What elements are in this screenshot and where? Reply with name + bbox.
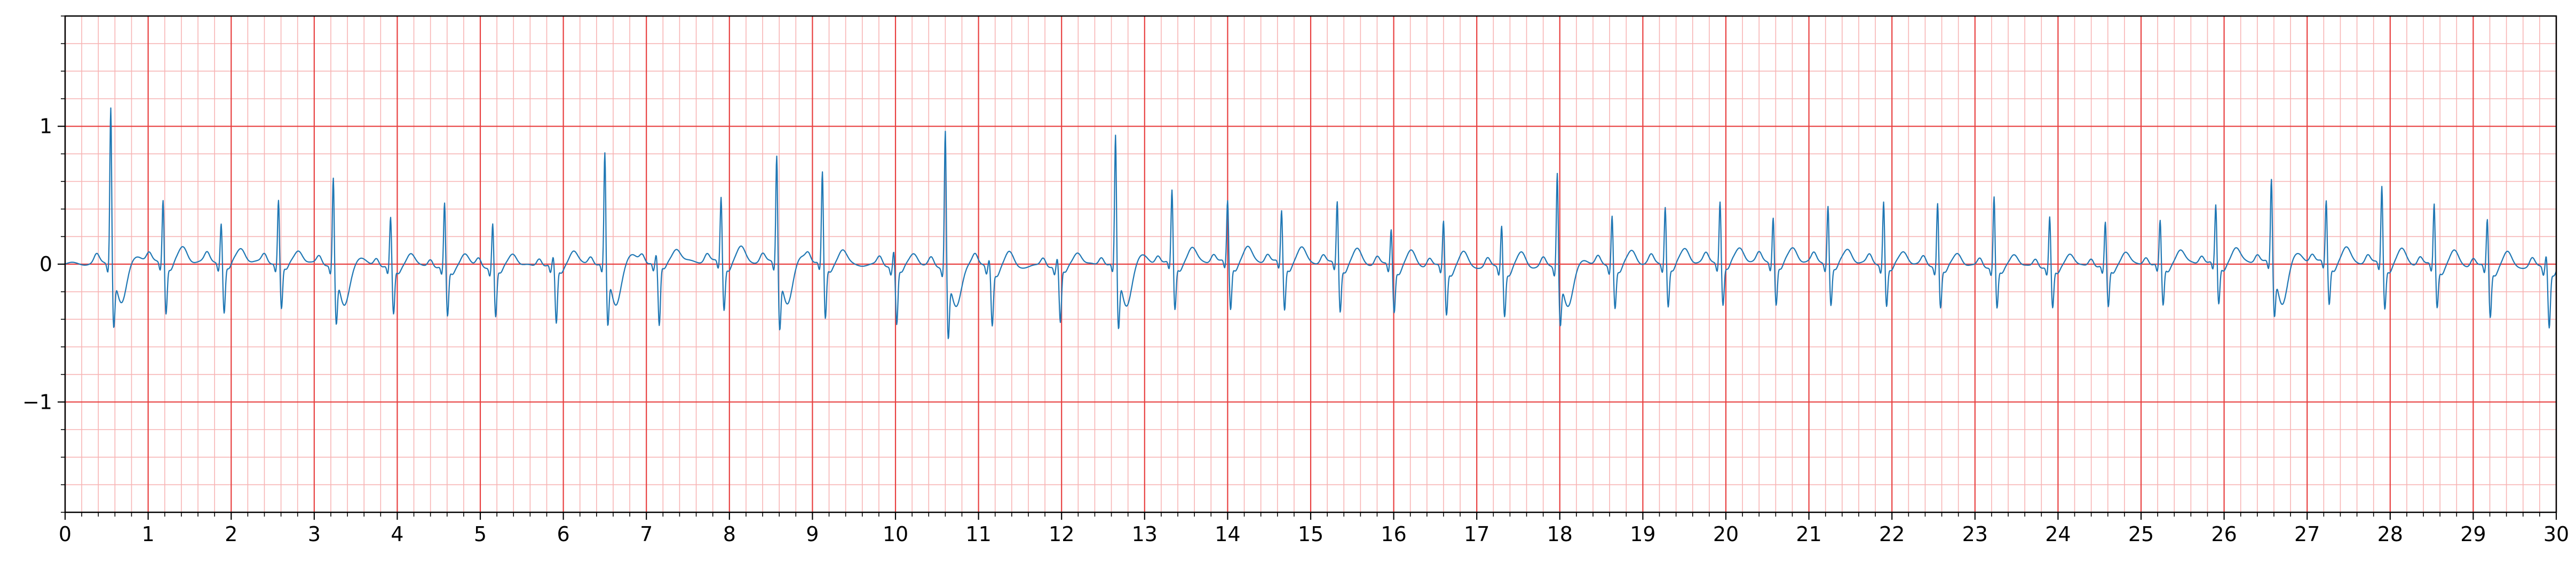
x-tick-label: 2 bbox=[225, 522, 237, 546]
x-tick-label: 3 bbox=[308, 522, 321, 546]
ecg-signal-line bbox=[65, 107, 2557, 339]
x-tick-label: 7 bbox=[640, 522, 653, 546]
x-tick-label: 20 bbox=[1713, 522, 1739, 546]
y-tick-label: 1 bbox=[39, 115, 52, 138]
x-tick-label: 6 bbox=[557, 522, 570, 546]
x-tick-label: 9 bbox=[806, 522, 819, 546]
x-tick-label: 14 bbox=[1215, 522, 1240, 546]
x-tick-label: 24 bbox=[2045, 522, 2071, 546]
x-axis: 0 1 2 3 4 5 6 7 8 9 10 11 12 13 14 15 16 17 18 19 20 21 22 23 24… bbox=[59, 512, 2569, 546]
x-tick-label: 26 bbox=[2211, 522, 2237, 546]
y-axis: 1 0 −1 bbox=[22, 15, 65, 513]
x-tick-label: 12 bbox=[1049, 522, 1074, 546]
x-tick-label: 0 bbox=[59, 522, 72, 546]
x-tick-label: 18 bbox=[1547, 522, 1573, 546]
x-tick-label: 15 bbox=[1298, 522, 1323, 546]
x-tick-label: 21 bbox=[1796, 522, 1821, 546]
x-tick-label: 17 bbox=[1464, 522, 1489, 546]
x-tick-label: 19 bbox=[1630, 522, 1655, 546]
x-tick-label: 30 bbox=[2543, 522, 2569, 546]
x-tick-label: 23 bbox=[1962, 522, 1988, 546]
x-tick-label: 28 bbox=[2377, 522, 2403, 546]
x-tick-label: 10 bbox=[883, 522, 908, 546]
y-tick-label: 0 bbox=[39, 252, 52, 276]
x-tick-label: 27 bbox=[2294, 522, 2320, 546]
x-tick-label: 25 bbox=[2128, 522, 2154, 546]
x-tick-label: 11 bbox=[965, 522, 991, 546]
x-tick-label: 1 bbox=[142, 522, 155, 546]
x-tick-label: 4 bbox=[391, 522, 403, 546]
x-tick-label: 29 bbox=[2460, 522, 2486, 546]
x-tick-label: 16 bbox=[1381, 522, 1406, 546]
x-tick-label: 8 bbox=[723, 522, 736, 546]
x-tick-label: 13 bbox=[1132, 522, 1158, 546]
x-tick-label: 5 bbox=[474, 522, 487, 546]
x-tick-label: 22 bbox=[1879, 522, 1905, 546]
y-tick-label: −1 bbox=[22, 390, 52, 414]
